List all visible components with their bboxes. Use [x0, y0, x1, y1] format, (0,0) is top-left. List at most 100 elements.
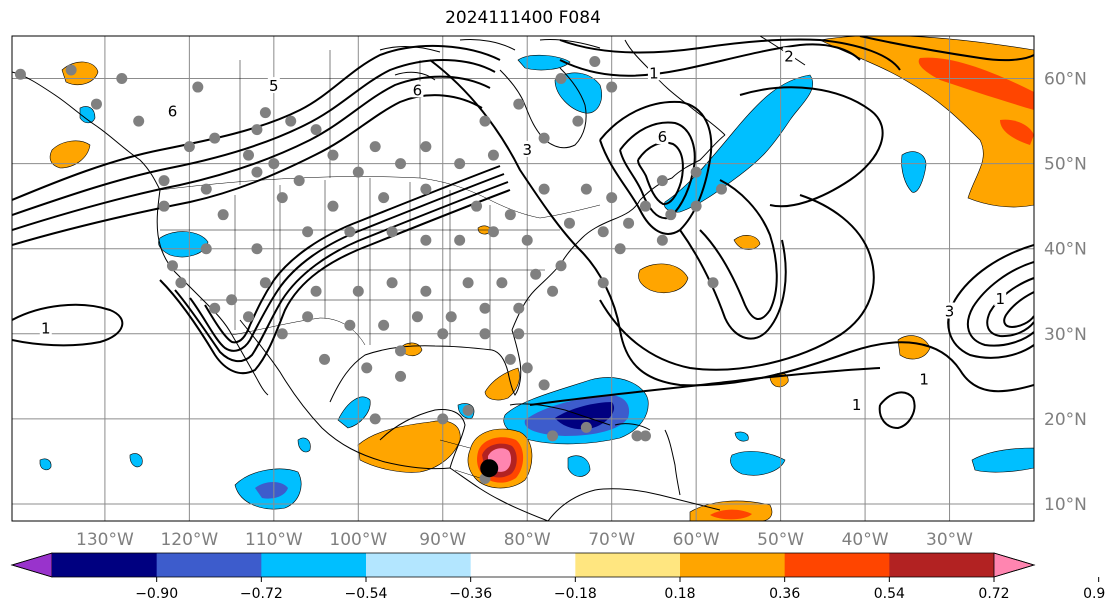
station-marker — [386, 277, 398, 289]
station-marker — [690, 166, 702, 178]
colorbar-segment — [261, 553, 367, 577]
coastline-greenland — [759, 36, 806, 66]
station-marker — [293, 175, 305, 187]
station-marker — [437, 328, 449, 340]
station-marker — [158, 175, 170, 187]
shade-blue-small-3 — [734, 431, 749, 442]
shaded-anomalies — [39, 36, 1034, 521]
station-marker — [656, 234, 668, 246]
colorbar-tick-label: −0.72 — [240, 586, 283, 602]
station-marker — [538, 379, 550, 391]
station-marker — [479, 328, 491, 340]
contour-label: 1 — [649, 64, 659, 82]
coastline-antilles — [664, 429, 681, 496]
station-marker — [344, 319, 356, 331]
station-marker — [656, 175, 668, 187]
lon-tick-label: 30°W — [926, 530, 973, 550]
contour-trough-sw-4 — [204, 165, 501, 344]
station-marker — [268, 158, 280, 170]
station-marker — [639, 430, 651, 442]
lat-tick-label: 20°N — [1044, 410, 1087, 430]
colorbar-tick-label: 0.72 — [978, 586, 1009, 602]
shade-mid-blue-pacific-south — [255, 482, 288, 499]
contour-label: 6 — [658, 128, 668, 146]
contour-label-backdrop — [166, 102, 179, 119]
lon-tick-label: 80°W — [504, 530, 551, 550]
station-marker — [183, 141, 195, 153]
coastline-alaska — [12, 71, 161, 191]
station-marker — [420, 141, 432, 153]
contour-label: 5 — [269, 77, 279, 95]
station-marker — [226, 294, 238, 306]
station-marker — [538, 183, 550, 195]
station-marker — [462, 277, 474, 289]
contour-label-backdrop — [656, 128, 669, 145]
station-marker — [631, 430, 643, 442]
contour-trough-sw-2 — [174, 181, 509, 363]
contour-east-low-3 — [986, 277, 1034, 338]
station-marker — [420, 285, 432, 297]
station-marker — [597, 226, 609, 238]
lat-tick-label: 50°N — [1044, 155, 1087, 175]
coastline-labrador — [624, 39, 726, 136]
latitude-tick-labels: 10°N 20°N 30°N 40°N 50°N 60°N — [1044, 70, 1087, 515]
station-marker — [496, 277, 508, 289]
map-panel: 1 5 6 6 3 1 2 6 1 1 3 1 — [12, 36, 1034, 521]
station-marker — [606, 192, 618, 204]
station-marker — [521, 362, 533, 374]
station-marker — [302, 311, 314, 323]
contour-trough-sw-1 — [159, 189, 511, 375]
station-marker — [352, 285, 364, 297]
colorbar-segment — [366, 553, 472, 577]
contour-label-backdrop — [39, 319, 52, 336]
coastline-cuba — [509, 403, 611, 426]
coastline-hispaniola — [614, 423, 651, 431]
station-marker — [538, 132, 550, 144]
station-marker — [276, 328, 288, 340]
colorbar-tick-label: 0.54 — [874, 586, 905, 602]
contour-label: 6 — [168, 103, 178, 121]
contour-west-jet-1 — [12, 44, 501, 201]
storm-center-markers — [480, 459, 499, 478]
colorbar-tick-label: −0.18 — [554, 586, 597, 602]
lat-tick-label: 60°N — [1044, 70, 1087, 90]
station-marker — [319, 353, 331, 365]
shade-blue-arctic — [517, 54, 571, 71]
shade-orange-atlantic-38n — [638, 263, 689, 293]
colorbar-extend-low — [10, 552, 53, 578]
station-marker — [251, 243, 263, 255]
coastline-florida — [491, 329, 522, 396]
station-marker — [606, 81, 618, 93]
colorbar-tick-label: −0.36 — [449, 586, 492, 602]
station-marker — [378, 192, 390, 204]
contour-subtropical-high — [599, 194, 875, 371]
station-marker — [462, 404, 474, 416]
colorbar-segment — [470, 553, 576, 577]
contour-label-backdrop — [918, 370, 931, 387]
longitude-tick-labels: 130°W 120°W 110°W 100°W 90°W 80°W 70°W 60°W 50°W… — [76, 530, 973, 550]
station-marker — [116, 73, 128, 85]
colorbar-segment — [784, 553, 890, 577]
colorbar-tick-label: 0.18 — [664, 586, 695, 602]
coastline-maritimes — [639, 134, 726, 201]
station-marker — [327, 149, 339, 161]
contour-canada-low-2 — [619, 121, 696, 220]
contour-label-backdrop — [783, 47, 796, 64]
shade-red-north-atlantic — [918, 57, 1034, 110]
station-marker — [547, 430, 559, 442]
station-marker — [572, 115, 584, 127]
shade-navy-caribbean — [555, 402, 615, 430]
lon-tick-label: 90°W — [419, 530, 466, 550]
station-marker — [369, 141, 381, 153]
station-marker — [310, 124, 322, 136]
station-marker — [690, 200, 702, 212]
shade-red-north-atlantic-2 — [1000, 119, 1034, 145]
colorbar-segment — [889, 553, 995, 577]
shade-blue-mid-atlantic-15n — [971, 447, 1034, 473]
station-marker — [242, 149, 254, 161]
station-marker — [285, 115, 297, 127]
shade-blue-lesser-antilles — [567, 455, 591, 477]
lat-tick-label: 40°N — [1044, 240, 1087, 260]
coastline-yucatan — [379, 409, 466, 469]
